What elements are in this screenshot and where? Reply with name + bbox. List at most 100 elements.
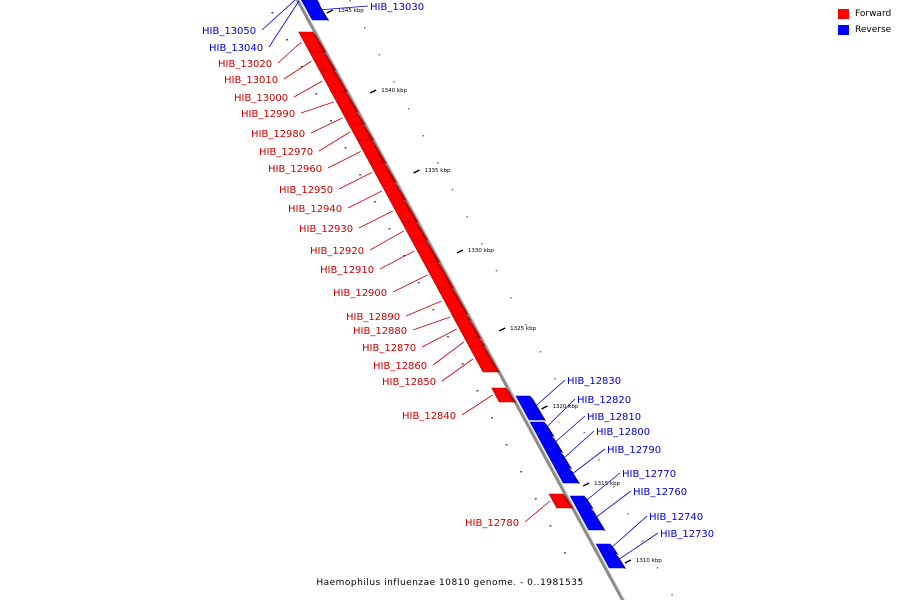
major-tick-label: 1340 kbp [381, 88, 407, 94]
gene-label: HIB_13010 [224, 75, 278, 86]
gene-label: HIB_13030 [370, 2, 424, 13]
minor-tick-dot [583, 432, 586, 434]
gene-leader-line [616, 532, 659, 562]
gene-HIB_12730-shade [615, 554, 627, 569]
gene-HIB_12960-shade [371, 140, 387, 164]
gene-HIB_12900-shade [437, 262, 455, 289]
gene-label: HIB_12880 [353, 326, 407, 337]
minor-tick-dot [388, 228, 391, 230]
minor-tick-dot [461, 363, 464, 365]
major-tick-label: 1320 kbp [552, 404, 578, 410]
minor-tick-dot [612, 486, 615, 488]
gene-label: HIB_12930 [299, 224, 353, 235]
gene-leader-line [369, 230, 404, 251]
gene-leader-line [277, 41, 302, 64]
gene-label: HIB_12980 [251, 129, 305, 140]
minor-tick-dot [422, 135, 425, 137]
minor-tick-dot [490, 417, 493, 419]
gene-leader-line [412, 316, 451, 331]
gene-HIB_13030-shade [315, 0, 330, 21]
minor-tick-dot [403, 255, 406, 257]
minor-tick-dot [466, 216, 468, 218]
gene-HIB_12940-shade [394, 182, 407, 201]
gene-label: HIB_12860 [373, 361, 427, 372]
gene-HIB_12780-shade [563, 494, 574, 509]
gene-leader-line [379, 250, 415, 270]
gene-label: HIB_13050 [202, 26, 256, 37]
gene-HIB_12910-shade [425, 240, 441, 263]
gene-leader-line [293, 80, 323, 98]
gene-label: HIB_12960 [268, 164, 322, 175]
gene-label: HIB_13020 [218, 59, 272, 70]
gene-leader-line [593, 490, 632, 520]
gene-label: HIB_12850 [382, 377, 436, 388]
major-tick-mark [369, 89, 377, 94]
gene-label: HIB_12730 [660, 529, 714, 540]
gene-leader-line [358, 210, 393, 229]
minor-tick-dot [329, 120, 332, 122]
major-tick-mark [582, 482, 590, 487]
gene-leader-line [338, 172, 373, 190]
gene-label: HIB_13040 [209, 43, 263, 54]
gene-label: HIB_12920 [310, 246, 364, 257]
minor-tick-dot [520, 471, 523, 473]
gene-leader-line [584, 472, 621, 503]
gene-label: HIB_12810 [587, 412, 641, 423]
minor-tick-dot [364, 27, 366, 29]
gene-leader-line [544, 398, 576, 430]
gene-leader-line [283, 60, 312, 80]
gene-label: HIB_12950 [279, 185, 333, 196]
gene-HIB_12980-shade [356, 112, 366, 125]
minor-tick-dot [378, 54, 381, 56]
gene-leader-line [327, 151, 361, 169]
legend-forward-swatch [838, 9, 849, 19]
major-tick-mark [541, 405, 548, 410]
gene-leader-line [310, 117, 343, 134]
gene-leader-line [561, 430, 595, 461]
gene-HIB_13010-shade [323, 52, 337, 71]
gene-HIB_12840-shade [505, 388, 517, 403]
minor-tick-dot [359, 174, 362, 176]
gene-label: HIB_12840 [402, 411, 456, 422]
minor-tick-dot [393, 81, 395, 83]
gene-leader-line [609, 515, 648, 550]
minor-tick-dot [447, 336, 450, 338]
minor-tick-dot [344, 147, 347, 149]
gene-HIB_12920-shade [415, 222, 429, 241]
minor-tick-dot [432, 309, 435, 311]
gene-leader-line [461, 394, 493, 416]
gene-label: HIB_12990 [241, 109, 295, 120]
gene-HIB_13000-shade [333, 70, 349, 93]
gene-leader-line [261, 0, 296, 31]
minor-tick-dot [437, 162, 439, 164]
major-tick-label: 1325 kbp [510, 326, 536, 332]
genome-caption: Haemophilus influenzae 10810 genome. - 0… [316, 578, 584, 588]
gene-leader-line [300, 101, 334, 114]
gene-label: HIB_12890 [346, 312, 400, 323]
gene-HIB_12860-shade [478, 338, 486, 347]
minor-tick-dot [549, 525, 552, 527]
genome-axis-highlight [298, 0, 626, 600]
minor-tick-dot [539, 351, 542, 353]
minor-tick-dot [271, 12, 274, 14]
minor-tick-dot [373, 201, 376, 203]
major-tick-label: 1310 kbp [636, 558, 662, 564]
gene-leader-line [524, 500, 551, 523]
gene-leader-line [533, 379, 566, 409]
minor-tick-dot [554, 378, 556, 380]
gene-label: HIB_12970 [259, 147, 313, 158]
gene-HIB_12800-shade [560, 452, 573, 469]
minor-tick-dot [417, 282, 420, 284]
gene-HIB_12790-shade [569, 468, 581, 484]
major-tick-mark [498, 327, 506, 332]
minor-tick-dot [525, 324, 527, 326]
minor-tick-dot [349, 0, 351, 2]
minor-tick-dot [568, 405, 571, 407]
gene-label: HIB_12780 [465, 518, 519, 529]
gene-HIB_12830-shade [530, 396, 547, 421]
gene-label: HIB_12790 [607, 445, 661, 456]
gene-HIB_12890-shade [451, 288, 469, 315]
minor-tick-dot [286, 39, 289, 41]
gene-HIB_12870-shade [468, 320, 482, 339]
minor-tick-dot [451, 189, 454, 191]
